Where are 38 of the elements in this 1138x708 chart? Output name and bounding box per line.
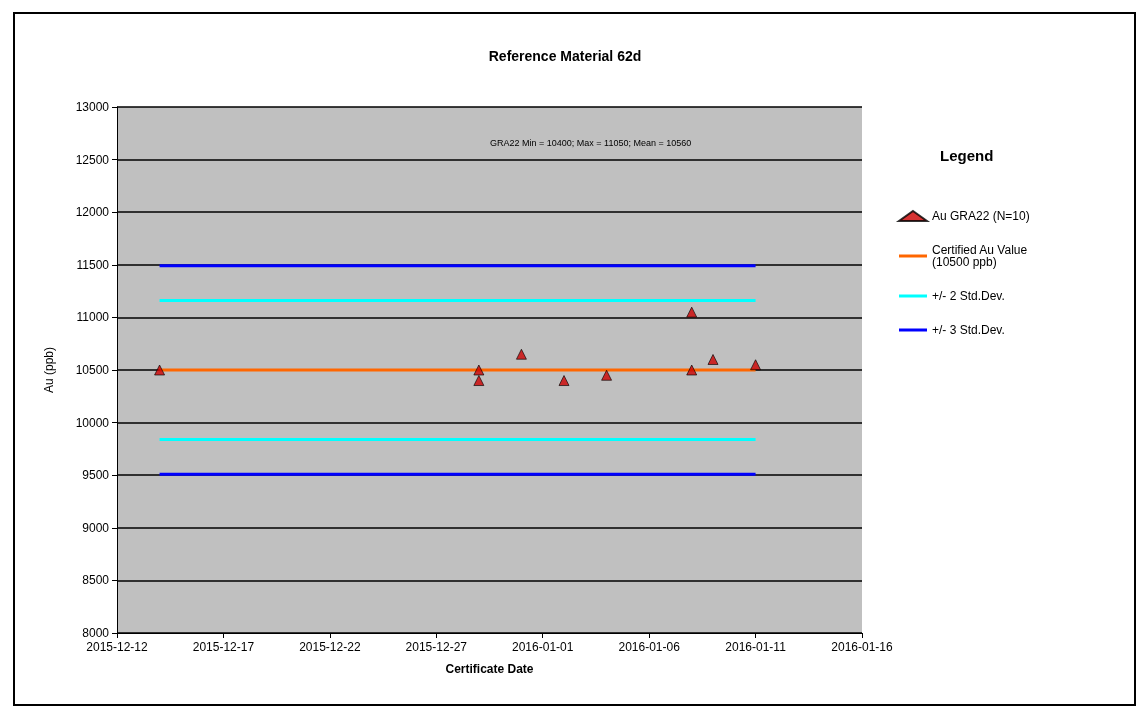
legend-label: +/- 2 Std.Dev. [932, 289, 1005, 303]
x-tick-label: 2015-12-22 [299, 640, 361, 654]
y-tick-label: 12500 [75, 152, 110, 167]
y-tick-label: 8500 [82, 573, 110, 588]
point [558, 375, 570, 386]
y-tick-label: 13000 [75, 100, 110, 114]
point [473, 375, 485, 386]
x-axis-title: Certificate Date [445, 662, 534, 676]
chart-title: Reference Material 62d [488, 48, 642, 64]
legend-label: Au GRA22 (N=10) [932, 209, 1030, 223]
y-tick-label: 12000 [75, 205, 110, 220]
point [750, 359, 761, 371]
y-tick-label: 9500 [82, 468, 110, 483]
legend-title: Legend [940, 147, 994, 164]
x-tick-label: 2015-12-17 [192, 640, 255, 654]
x-tick-label: 2015-12-12 [86, 640, 149, 654]
point [686, 306, 698, 318]
y-tick-label: 10500 [75, 363, 110, 377]
x-tick-label: 2016-01-06 [618, 640, 681, 654]
annotation: GRA22 Min = 10400; Max = 11050; Mean = 10560 [490, 137, 692, 148]
y-axis-title: Au (ppb) [42, 346, 56, 394]
point [707, 354, 719, 365]
point [154, 364, 165, 376]
y-tick-label: 10000 [75, 415, 110, 430]
y-tick-label: 11500 [76, 257, 110, 272]
point [686, 364, 698, 376]
legend-label: +/- 3 Std.Dev. [932, 323, 1005, 337]
x-tick-label: 2016-01-01 [512, 640, 574, 654]
y-tick-label: 9000 [82, 520, 110, 535]
x-tick-label: 2015-12-27 [405, 640, 468, 654]
point [516, 348, 527, 360]
x-tick-label: 2016-01-11 [725, 640, 787, 654]
point [473, 364, 485, 376]
point [601, 369, 612, 381]
y-tick-label: 11000 [76, 310, 110, 325]
x-tick-label: 2016-01-16 [831, 640, 894, 654]
y-tick-label: 8000 [82, 626, 110, 640]
legend-label: Certified Au Value (10500 ppb) [932, 243, 1031, 269]
